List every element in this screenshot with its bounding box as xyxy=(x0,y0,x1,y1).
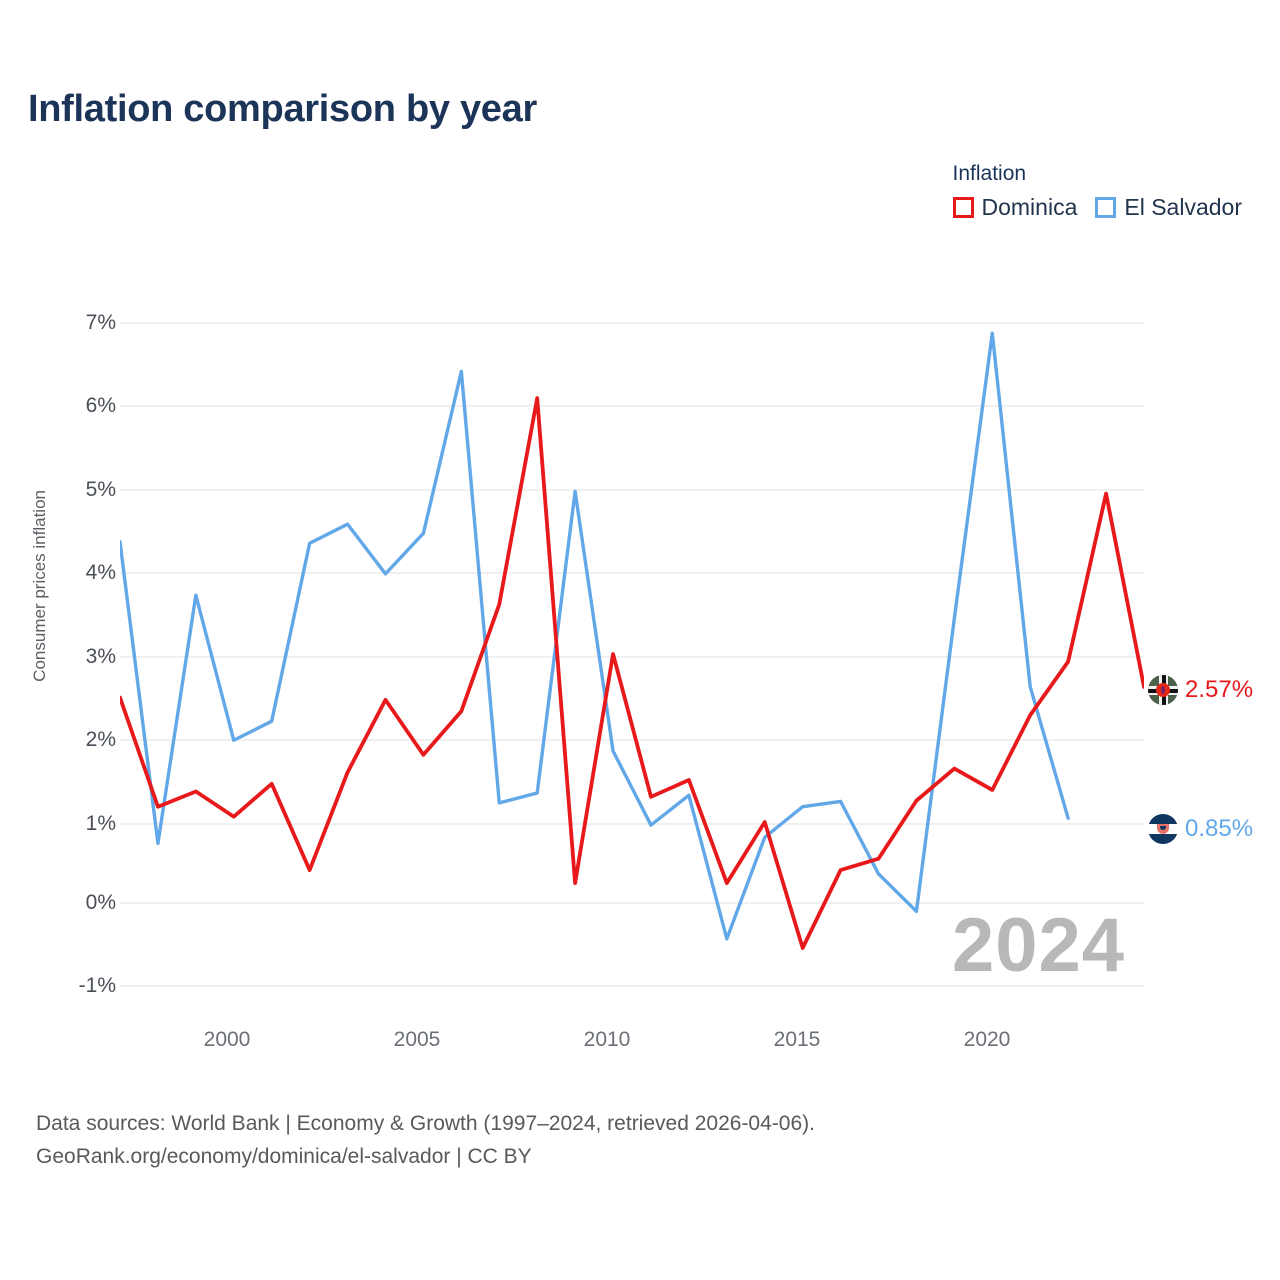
end-label-dominica: 2.57% xyxy=(1148,675,1253,705)
end-value-dominica: 2.57% xyxy=(1185,676,1254,703)
legend-swatch-dominica xyxy=(952,197,974,218)
plot-area xyxy=(120,322,1144,987)
legend-label-el-salvador: El Salvador xyxy=(1124,194,1242,220)
legend: Inflation Dominica El Salvador xyxy=(952,162,1242,221)
y-tick-7: 7% xyxy=(85,311,116,334)
x-tick-2015: 2015 xyxy=(773,1028,821,1051)
legend-item-dominica[interactable]: Dominica xyxy=(952,194,1078,221)
footer: Data sources: World Bank | Economy & Gro… xyxy=(36,1108,815,1173)
series-lines xyxy=(120,331,1144,950)
el-salvador-flag-icon xyxy=(1148,814,1178,844)
legend-title: Inflation xyxy=(952,162,1027,185)
dominica-flag-icon xyxy=(1148,675,1178,705)
y-tick-3: 3% xyxy=(85,645,116,668)
y-axis-label: Consumer prices inflation xyxy=(30,490,49,682)
y-tick-neg1: -1% xyxy=(78,974,116,997)
y-tick-5: 5% xyxy=(85,478,116,501)
footer-line-2: GeoRank.org/economy/dominica/el-salvador… xyxy=(36,1144,532,1168)
line-dominica xyxy=(120,396,1144,950)
x-tick-2005: 2005 xyxy=(393,1028,441,1051)
line-el-salvador xyxy=(120,331,1070,941)
y-tick-6: 6% xyxy=(85,394,116,417)
x-tick-2000: 2000 xyxy=(203,1028,251,1051)
page-title: Inflation comparison by year xyxy=(28,88,537,130)
footer-line-1: Data sources: World Bank | Economy & Gro… xyxy=(36,1112,815,1135)
y-tick-2: 2% xyxy=(85,728,116,751)
end-value-el-salvador: 0.85% xyxy=(1185,815,1254,842)
x-tick-2020: 2020 xyxy=(963,1028,1011,1051)
y-tick-0: 0% xyxy=(85,891,116,914)
end-label-el-salvador: 0.85% xyxy=(1148,814,1253,844)
year-watermark: 2024 xyxy=(952,903,1126,988)
y-tick-1: 1% xyxy=(85,812,116,835)
legend-swatch-el-salvador xyxy=(1095,197,1117,218)
legend-label-dominica: Dominica xyxy=(981,194,1078,220)
legend-item-el-salvador[interactable]: El Salvador xyxy=(1095,194,1242,221)
gridlines xyxy=(120,322,1144,987)
y-tick-4: 4% xyxy=(85,561,116,584)
x-tick-2010: 2010 xyxy=(583,1028,631,1051)
